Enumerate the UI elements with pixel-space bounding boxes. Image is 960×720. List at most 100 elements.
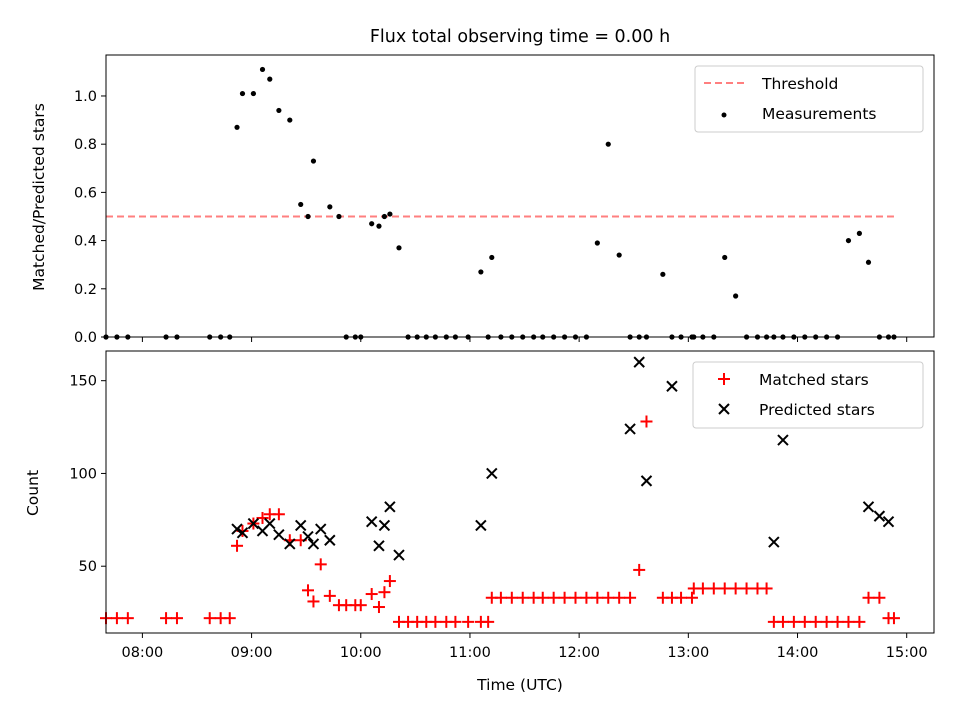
predicted-star-point	[486, 467, 498, 480]
measurement-point	[856, 230, 862, 236]
matched-star-point	[383, 575, 396, 588]
predicted-star-point	[378, 519, 391, 532]
predicted-star-point	[284, 538, 296, 550]
ratio-panel: Flux total observing time = 0.00 h Match…	[30, 27, 935, 346]
count-y-tick-label: 150	[69, 374, 97, 390]
matched-star-point	[718, 582, 731, 595]
count-x-ticks: 08:00 09:00 10:00 11:00 12:00 13:00 14:00 15:00	[121, 633, 928, 661]
matched-star-point	[862, 591, 875, 604]
count-x-tick-label: 09:00	[231, 645, 273, 661]
matched-star-point	[558, 591, 571, 604]
count-x-tick-label: 15:00	[886, 645, 928, 661]
ratio-y-tick-label: 0.4	[74, 234, 97, 250]
predicted-star-point	[231, 523, 243, 535]
predicted-star-point	[384, 501, 396, 513]
matched-star-point	[256, 511, 269, 524]
matched-star-point	[729, 582, 742, 595]
matched-star-point	[873, 591, 886, 604]
predicted-star-point	[302, 530, 314, 543]
matched-star-point	[842, 615, 855, 628]
predicted-star-point	[633, 356, 645, 368]
matched-star-point	[160, 612, 173, 625]
matched-star-point	[307, 595, 320, 608]
count-legend: Matched stars Predicted stars	[692, 361, 924, 429]
count-legend-box	[692, 361, 924, 429]
measurement-point	[298, 201, 304, 208]
count-x-tick-label: 11:00	[449, 645, 491, 661]
measurement-point	[310, 158, 317, 164]
matched-star-point	[170, 612, 183, 625]
ratio-y-ticks: 0.0 0.2 0.4 0.6 0.8 1.0	[74, 89, 106, 346]
measurement-point	[845, 237, 852, 244]
measurement-point	[276, 107, 282, 114]
matched-star-point	[809, 615, 822, 628]
matched-star-point	[536, 591, 549, 604]
matched-star-point	[640, 415, 653, 428]
legend-predicted-label: Predicted stars	[759, 401, 875, 419]
measurement-point	[387, 211, 393, 217]
matched-star-point	[372, 601, 385, 614]
matched-star-point	[110, 612, 123, 625]
ratio-chart-title: Flux total observing time = 0.00 h	[370, 27, 670, 47]
predicted-star-point	[236, 527, 249, 539]
matched-star-point	[449, 615, 462, 628]
count-y-tick-label: 100	[69, 466, 97, 482]
predicted-star-point	[324, 534, 336, 546]
measurement-point	[336, 213, 342, 220]
measurement-point	[616, 252, 622, 258]
ratio-y-tick-label: 0.2	[74, 282, 97, 298]
count-axes-frame	[105, 350, 935, 634]
matched-star-point	[223, 612, 236, 625]
measurement-point	[327, 204, 333, 210]
predicted-star-point	[873, 510, 886, 522]
predicted-star-point	[777, 434, 789, 446]
count-y-ticks: 50 100 150	[69, 374, 106, 575]
predicted-stars-points	[231, 356, 895, 561]
measurement-point	[369, 221, 375, 227]
measurement-point	[489, 254, 495, 261]
matched-star-point	[231, 539, 244, 552]
predicted-star-point	[475, 519, 487, 532]
predicted-star-point	[393, 549, 405, 561]
legend-predicted-swatch	[718, 403, 730, 415]
matched-star-point	[516, 591, 529, 604]
matched-star-point	[462, 615, 475, 628]
measurement-point	[381, 213, 388, 220]
measurement-point	[376, 223, 382, 229]
measurement-point	[305, 213, 311, 220]
predicted-star-point	[365, 515, 378, 528]
matched-star-point	[429, 615, 442, 628]
predicted-star-point	[640, 475, 653, 487]
legend-threshold-label: Threshold	[761, 75, 838, 93]
ratio-axes-frame	[105, 54, 935, 338]
count-x-tick-label: 08:00	[121, 645, 163, 661]
legend-measurements-label: Measurements	[762, 105, 877, 123]
matched-star-point	[580, 591, 593, 604]
matched-star-point	[602, 591, 615, 604]
measurement-point	[865, 259, 872, 265]
matched-star-point	[760, 582, 773, 595]
ratio-legend: Threshold Measurements	[694, 65, 924, 133]
matched-star-point	[685, 591, 698, 604]
predicted-star-point	[247, 517, 260, 530]
legend-matched-label: Matched stars	[759, 371, 869, 389]
measurement-point	[722, 254, 728, 261]
measurement-point	[259, 66, 266, 73]
measurement-point	[234, 124, 240, 130]
count-x-tick-label: 13:00	[667, 645, 709, 661]
measurement-point	[250, 90, 257, 97]
matched-star-point	[798, 615, 811, 628]
matched-star-point	[831, 615, 844, 628]
matched-star-point	[707, 582, 720, 595]
predicted-star-point	[882, 515, 895, 528]
measurement-point	[478, 269, 484, 275]
matched-star-point	[853, 615, 866, 628]
measurement-point	[594, 240, 600, 246]
matched-star-point	[121, 612, 134, 625]
predicted-star-point	[862, 501, 875, 513]
predicted-star-point	[273, 528, 285, 541]
matched-star-point	[820, 615, 833, 628]
predicted-star-point	[768, 536, 780, 548]
legend-measurements-swatch	[721, 112, 727, 118]
